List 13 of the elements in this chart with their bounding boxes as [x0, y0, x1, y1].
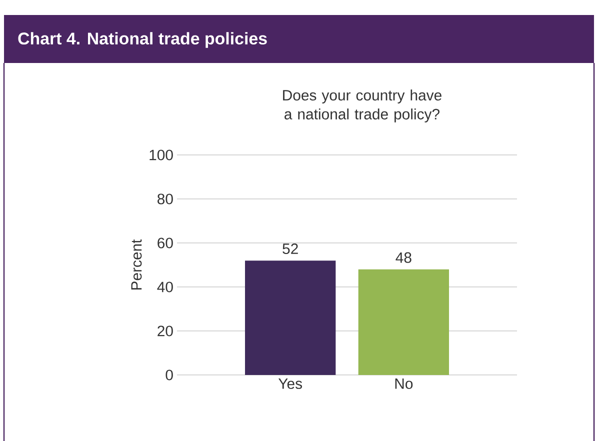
y-tick-label: 0	[166, 370, 173, 380]
x-tick-label: No	[395, 378, 413, 389]
y-tick-label: 100	[150, 150, 173, 160]
data-label: 48	[396, 252, 412, 263]
y-tick-label: 80	[158, 194, 173, 204]
y-tick-label: 40	[157, 282, 173, 292]
y-tick-label: 20	[158, 326, 173, 336]
y-tick-label: 60	[158, 238, 173, 248]
chart-subtitle: Does your country have a national trade policy?	[283, 90, 442, 122]
chart-title: Chart 4. National trade policies	[18, 32, 267, 48]
x-tick-label: Yes	[278, 378, 302, 389]
data-label: 52	[282, 243, 298, 254]
y-axis-title: Percent	[131, 239, 142, 290]
